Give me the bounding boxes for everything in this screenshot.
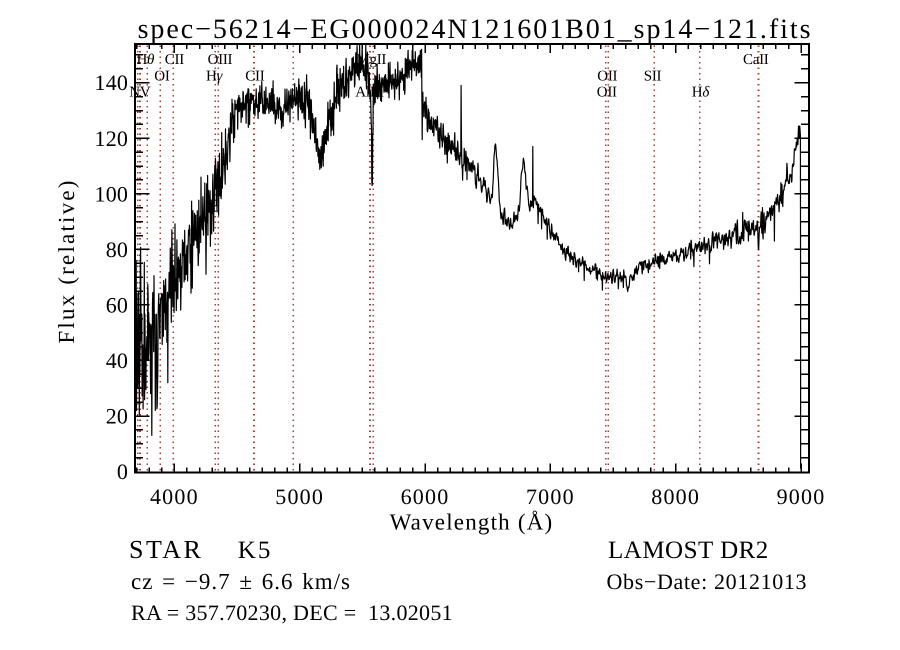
svg-text:7000: 7000	[526, 484, 575, 509]
svg-text:CII: CII	[245, 68, 264, 84]
svg-text:Hθ: Hθ	[137, 52, 156, 68]
svg-text:100: 100	[95, 181, 128, 206]
svg-text:Hδ: Hδ	[692, 85, 711, 101]
svg-text:OIII: OIII	[208, 52, 233, 68]
svg-text:80: 80	[106, 237, 128, 262]
svg-text:NV: NV	[129, 85, 151, 101]
svg-text:5000: 5000	[275, 484, 324, 509]
svg-text:8000: 8000	[651, 484, 700, 509]
svg-text:40: 40	[106, 348, 128, 373]
svg-text:K5: K5	[238, 537, 273, 564]
svg-text:OII: OII	[597, 85, 617, 101]
svg-text:OI: OI	[154, 68, 170, 84]
svg-text:120: 120	[95, 126, 128, 151]
svg-text:LAMOST DR2: LAMOST DR2	[608, 537, 769, 564]
svg-text:0: 0	[117, 459, 128, 484]
svg-text:spec−56214−EG000024N121601B01_: spec−56214−EG000024N121601B01_sp14−121.f…	[138, 14, 813, 45]
svg-text:Flux (relative): Flux (relative)	[54, 178, 79, 343]
svg-text:OII: OII	[597, 68, 617, 84]
svg-text:6000: 6000	[401, 484, 450, 509]
svg-text:Obs−Date: 20121013: Obs−Date: 20121013	[607, 569, 808, 594]
svg-text:4000: 4000	[150, 484, 199, 509]
svg-text:60: 60	[106, 292, 128, 317]
svg-text:Hγ: Hγ	[206, 68, 224, 84]
svg-text:9000: 9000	[777, 484, 826, 509]
svg-text:140: 140	[95, 70, 128, 95]
svg-text:CaII: CaII	[743, 52, 769, 68]
svg-text:20: 20	[106, 404, 128, 429]
svg-text:Wavelength (Å): Wavelength (Å)	[390, 510, 554, 535]
svg-text:MgII: MgII	[357, 52, 387, 68]
svg-text:RA = 357.70230, DEC = 13.0205: RA = 357.70230, DEC = 13.02051	[131, 600, 453, 625]
svg-text:STAR: STAR	[129, 535, 203, 564]
svg-text:CII: CII	[165, 52, 184, 68]
svg-text:SII: SII	[644, 68, 662, 84]
svg-text:cz = −9.7 ± 6.6 km/s: cz = −9.7 ± 6.6 km/s	[131, 569, 351, 594]
